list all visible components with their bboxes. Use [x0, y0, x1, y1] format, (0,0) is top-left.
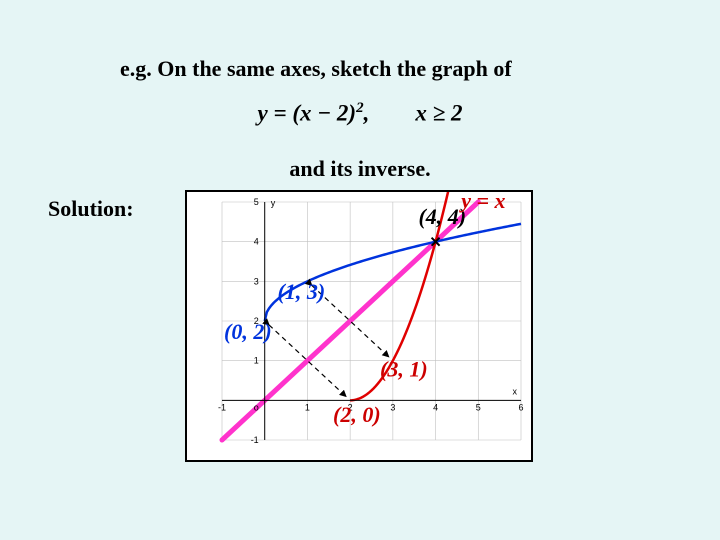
- svg-text:1: 1: [305, 402, 310, 412]
- equation-line: y = (x − 2)2, x ≥ 2: [0, 100, 720, 127]
- chart-svg: -1123456-112345oxy(1, 3)(0, 2)(3, 1)(2, …: [187, 192, 531, 460]
- svg-text:(3, 1): (3, 1): [380, 357, 428, 382]
- svg-text:4: 4: [254, 237, 259, 247]
- svg-text:(4, 4): (4, 4): [418, 204, 466, 229]
- svg-text:3: 3: [254, 276, 259, 286]
- svg-text:5: 5: [476, 402, 481, 412]
- eq-left: y = (x − 2): [258, 101, 357, 126]
- svg-text:x: x: [513, 386, 518, 396]
- svg-text:-1: -1: [218, 402, 226, 412]
- svg-text:y: y: [271, 198, 276, 208]
- svg-text:5: 5: [254, 197, 259, 207]
- svg-text:o: o: [254, 402, 259, 412]
- eq-comma: ,: [364, 101, 370, 126]
- svg-text:3: 3: [390, 402, 395, 412]
- svg-text:(2, 0): (2, 0): [333, 402, 381, 427]
- svg-text:(1, 3): (1, 3): [278, 279, 326, 304]
- svg-text:y = x: y = x: [458, 192, 505, 213]
- svg-text:-1: -1: [251, 435, 259, 445]
- chart-container: -1123456-112345oxy(1, 3)(0, 2)(3, 1)(2, …: [185, 190, 533, 462]
- svg-text:4: 4: [433, 402, 438, 412]
- svg-text:1: 1: [254, 356, 259, 366]
- svg-text:6: 6: [518, 402, 523, 412]
- heading-eg: e.g. On the same axes, sketch the graph …: [120, 56, 512, 82]
- solution-label: Solution:: [48, 196, 134, 222]
- svg-text:(0, 2): (0, 2): [224, 319, 272, 344]
- eq-right: x ≥ 2: [415, 101, 462, 126]
- eq-sup: 2: [356, 100, 364, 116]
- heading-inverse: and its inverse.: [0, 156, 720, 182]
